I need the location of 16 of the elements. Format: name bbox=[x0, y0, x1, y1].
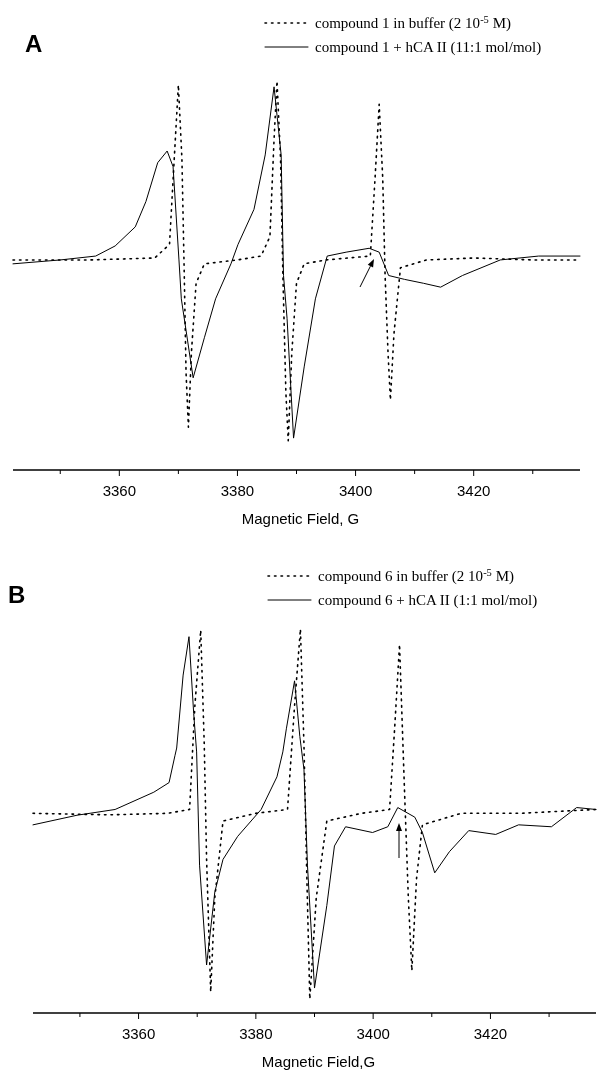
legend-label: compound 1 + hCA II (11:1 mol/mol) bbox=[315, 39, 542, 56]
x-tick-label: 3380 bbox=[239, 1025, 273, 1042]
chart-title: A bbox=[25, 30, 43, 57]
legend-label: compound 6 + hCA II (1:1 mol/mol) bbox=[318, 592, 538, 609]
x-tick-label: 3420 bbox=[457, 482, 491, 499]
x-tick-label: 3360 bbox=[121, 1025, 156, 1042]
x-tick-label: 3400 bbox=[338, 482, 373, 499]
x-tick-label: 3380 bbox=[220, 482, 255, 499]
chart-title: B bbox=[8, 581, 26, 608]
x-tick-label: 3400 bbox=[356, 1025, 390, 1042]
x-tick-label: 3360 bbox=[102, 482, 136, 499]
legend-label: compound 6 in buffer (2 10$^{-5}$ M) bbox=[318, 566, 514, 585]
legend-label: compound 1 in buffer (2 10$^{-5}$ M) bbox=[315, 13, 511, 32]
x-axis-title: Magnetic Field, G bbox=[241, 510, 360, 527]
x-axis-title: Magnetic Field,G bbox=[261, 1053, 376, 1070]
x-tick-label: 3420 bbox=[473, 1025, 508, 1042]
